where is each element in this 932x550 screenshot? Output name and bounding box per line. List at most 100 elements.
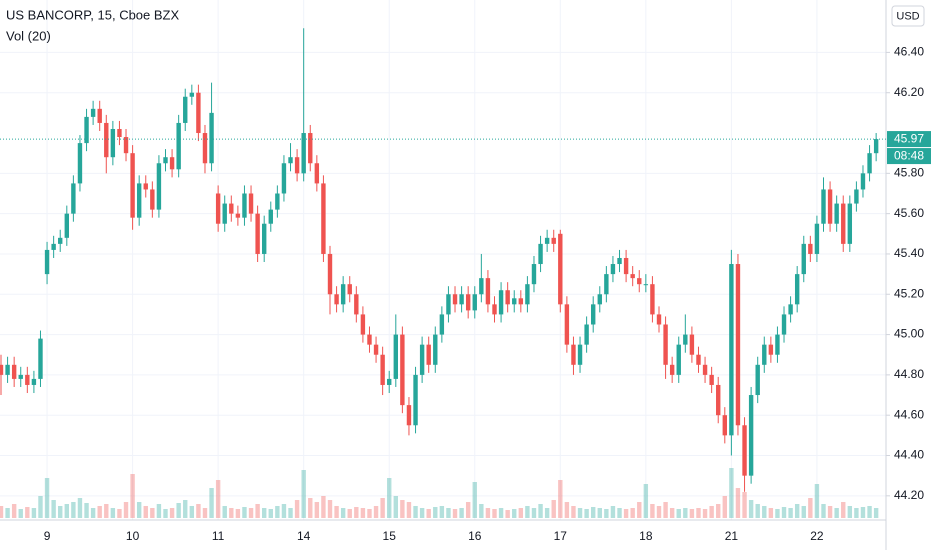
candles bbox=[0, 28, 879, 492]
candle-body bbox=[77, 143, 83, 184]
candle-body bbox=[821, 189, 826, 224]
volume-bar bbox=[255, 504, 260, 518]
volume-bar bbox=[51, 500, 56, 518]
x-tick-label: 9 bbox=[44, 529, 51, 543]
candle-body bbox=[354, 294, 359, 315]
volume-bar bbox=[18, 509, 23, 518]
volume-bar bbox=[748, 500, 754, 518]
candle-body bbox=[301, 133, 306, 174]
volume-bar bbox=[505, 510, 510, 518]
volume-bar bbox=[801, 506, 806, 518]
x-tick-label: 15 bbox=[383, 529, 397, 543]
y-tick-label: 45.60 bbox=[894, 206, 924, 220]
volume-bar bbox=[130, 474, 135, 518]
candle-body bbox=[130, 153, 135, 218]
candle-body bbox=[248, 193, 254, 214]
volume-bar bbox=[433, 507, 438, 518]
candle-body bbox=[110, 128, 116, 158]
volume-bar bbox=[406, 502, 412, 518]
candle-body bbox=[5, 364, 10, 375]
candle-body bbox=[788, 304, 793, 315]
volume-bar bbox=[84, 503, 89, 518]
candle-body bbox=[827, 189, 833, 224]
candle-body bbox=[498, 290, 504, 315]
volume-bar bbox=[268, 509, 273, 518]
candle-body bbox=[268, 209, 273, 224]
candle-body bbox=[696, 354, 701, 365]
volume-bar bbox=[176, 503, 181, 518]
volume-bar bbox=[577, 508, 583, 518]
candle-body bbox=[321, 183, 326, 254]
candle-body bbox=[610, 264, 616, 275]
candle-body bbox=[400, 334, 405, 406]
candle-body bbox=[518, 298, 524, 305]
volume-bar bbox=[518, 508, 524, 518]
x-tick-label: 10 bbox=[126, 529, 140, 543]
volume-bar bbox=[262, 508, 267, 518]
candle-body bbox=[465, 294, 471, 311]
volume-bar bbox=[308, 498, 313, 518]
candle-body bbox=[742, 425, 747, 476]
volume-bar bbox=[354, 507, 359, 518]
candle-body bbox=[406, 405, 412, 426]
candle-body bbox=[729, 264, 734, 436]
volume-bar bbox=[150, 508, 155, 518]
candle-body bbox=[314, 163, 320, 184]
volume-bar bbox=[637, 502, 642, 518]
chart-title: US BANCORP, 15, Cboe BZX bbox=[6, 7, 179, 22]
currency-button[interactable] bbox=[891, 5, 925, 27]
volume-bar bbox=[781, 507, 787, 518]
candle-body bbox=[31, 378, 37, 385]
candle-body bbox=[722, 415, 727, 436]
volume-bar bbox=[512, 509, 517, 518]
volume-bar bbox=[117, 509, 122, 518]
candle-body bbox=[676, 344, 681, 375]
y-tick-label: 44.60 bbox=[894, 407, 924, 421]
candle-body bbox=[275, 193, 280, 210]
candle-body bbox=[25, 374, 30, 385]
candle-body bbox=[281, 163, 287, 194]
candle-body bbox=[202, 133, 208, 164]
volume-bar bbox=[242, 507, 247, 518]
volume-bar bbox=[321, 496, 326, 518]
volume-bar bbox=[64, 504, 69, 518]
volume-bar bbox=[722, 496, 727, 518]
volume-bar bbox=[183, 500, 188, 518]
candle-body bbox=[452, 294, 458, 305]
candle-body bbox=[90, 108, 96, 117]
volume-bar bbox=[709, 506, 714, 518]
candle-body bbox=[183, 96, 188, 123]
candle-body bbox=[215, 193, 221, 224]
candle-body bbox=[209, 112, 214, 164]
candle-body bbox=[544, 237, 550, 244]
candle-body bbox=[762, 344, 767, 365]
volume-bar bbox=[439, 506, 445, 518]
volume-bar bbox=[683, 508, 688, 518]
volume-bar bbox=[742, 492, 747, 518]
candle-body bbox=[340, 284, 346, 305]
candle-body bbox=[334, 294, 339, 305]
volume-bar bbox=[827, 506, 833, 518]
y-tick-label: 45.40 bbox=[894, 246, 924, 260]
volume-bar bbox=[768, 508, 774, 518]
candle-body bbox=[288, 157, 293, 164]
volume-bar bbox=[452, 509, 458, 518]
candle-body bbox=[387, 378, 392, 385]
currency-label: USD bbox=[896, 10, 919, 22]
volume-bar bbox=[71, 502, 76, 518]
volume-bar bbox=[834, 508, 839, 518]
volume-bar bbox=[235, 509, 241, 518]
candle-body bbox=[472, 294, 477, 311]
y-tick-label: 45.00 bbox=[894, 327, 924, 341]
candle-body bbox=[630, 274, 635, 279]
y-tick-label: 46.20 bbox=[894, 85, 924, 99]
volume-bar bbox=[465, 502, 471, 518]
volume-bar bbox=[196, 504, 201, 518]
candle-body bbox=[294, 157, 300, 174]
volume-bar bbox=[762, 506, 767, 518]
candle-body bbox=[44, 249, 50, 275]
candle-body bbox=[558, 233, 563, 305]
volume-bar bbox=[11, 504, 17, 518]
volume-bar bbox=[446, 508, 451, 518]
volume-bar bbox=[689, 509, 695, 518]
